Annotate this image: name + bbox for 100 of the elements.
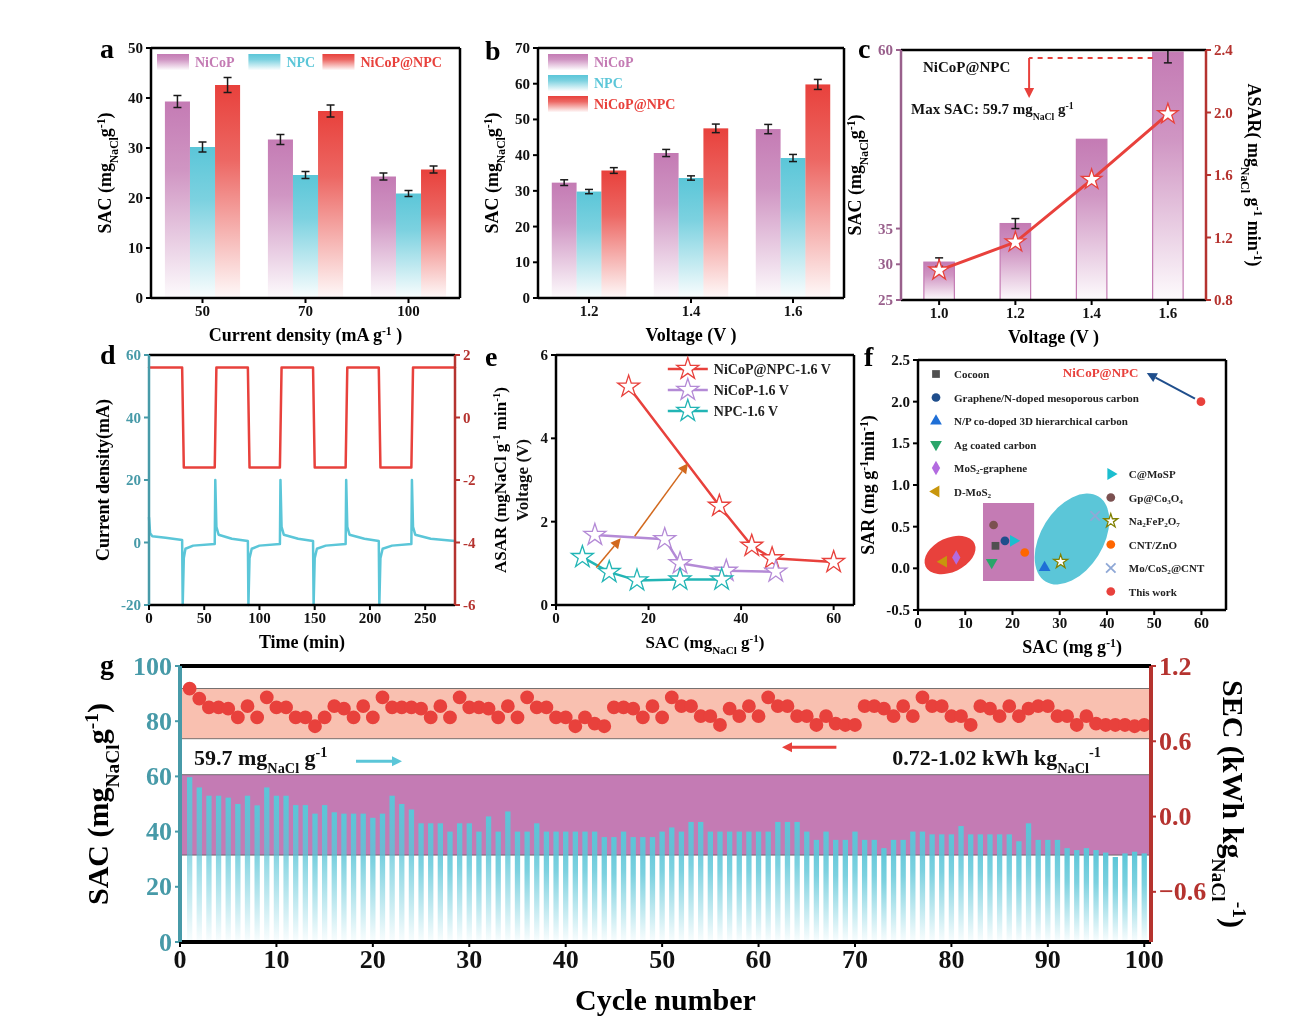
x-tick-label: 200 (358, 610, 382, 627)
bar (823, 831, 829, 942)
bar (466, 823, 472, 942)
point (617, 374, 641, 397)
y2-tick-label: 1.2 (1214, 229, 1233, 246)
bar (755, 831, 762, 942)
bar (890, 839, 897, 942)
y-tick-label: 0 (135, 290, 143, 306)
point (1038, 560, 1051, 571)
point (1020, 548, 1030, 557)
y-tick-label: 0 (540, 597, 548, 613)
y-tick-label: 60 (126, 347, 141, 363)
bar (264, 787, 270, 942)
bar (736, 831, 742, 942)
bar (485, 816, 492, 942)
x-tick-label: 1.2 (579, 303, 599, 320)
chart-title: e (485, 341, 498, 372)
y2-tick-label: 1.2 (1159, 651, 1192, 681)
bar (977, 834, 983, 942)
x-tick-label: 70 (298, 303, 313, 320)
point (1000, 536, 1010, 546)
point (625, 568, 649, 591)
legend-label: NPC (594, 75, 623, 91)
legend-label: NiCoP@NPC (594, 96, 676, 112)
bar (254, 805, 260, 942)
y-tick-label: 10 (515, 254, 530, 271)
x-axis-title: Current density (mA g$^{-1}$ ) (208, 324, 403, 346)
bar (649, 837, 656, 942)
bar (273, 795, 280, 942)
y-tick-label: 60 (878, 42, 893, 58)
x-axis-title: Time (min) (258, 632, 346, 653)
legend-label: Ag coated carbon (954, 438, 1037, 451)
y-tick-label: 1.5 (891, 435, 910, 452)
bar (341, 813, 347, 942)
legend-label: NiCoP (594, 54, 635, 70)
bar (910, 831, 916, 942)
y-tick-label: 60 (146, 761, 172, 791)
x-tick-label: 0 (914, 615, 922, 632)
bar (1131, 851, 1138, 942)
bar (929, 834, 935, 942)
y2-tick-label: 0 (463, 409, 471, 426)
x-tick-label: 150 (303, 610, 326, 627)
bar (186, 777, 193, 942)
bar (312, 813, 318, 942)
chart-title: a (100, 33, 114, 64)
bar (640, 837, 646, 942)
x-tick-label: 60 (745, 945, 772, 975)
legend-label: NiCoP@NPC-1.6 V (713, 361, 831, 377)
bar (653, 153, 679, 298)
bar (447, 831, 453, 942)
bar (996, 834, 1003, 942)
bar (379, 813, 386, 942)
bar (476, 831, 482, 942)
bar (1083, 848, 1090, 942)
bar (939, 834, 945, 942)
bar (1103, 852, 1109, 942)
x-tick-label: 1.4 (681, 303, 701, 320)
bar (805, 84, 831, 298)
bar (707, 831, 713, 942)
y2-tick-label: -2 (463, 472, 476, 488)
bar (780, 158, 806, 298)
x-tick-label: 50 (1146, 615, 1162, 632)
bar (630, 837, 636, 942)
x-tick-label: 1.6 (1158, 305, 1178, 322)
bar (206, 795, 212, 942)
bar (283, 795, 289, 942)
bar (1045, 839, 1051, 942)
y-tick-label: 10 (128, 240, 143, 256)
x-axis-title: SAC (mg$_{NaCl}$ g$^{-1}$) (645, 632, 765, 656)
y2-tick-label: 0.6 (1159, 726, 1192, 756)
bar (678, 178, 704, 298)
y-tick-label: 40 (128, 90, 143, 106)
y2-tick-label: 2.0 (1214, 104, 1233, 121)
x-tick-label: 30 (1052, 615, 1068, 632)
bar (164, 101, 190, 298)
x-tick-label: 0 (552, 610, 560, 627)
annotation: 59.7 mg$_{NaCl}$ g$^{-1}$ (194, 744, 328, 777)
point (570, 544, 595, 568)
annotation: NiCoP@NPC (923, 59, 1011, 75)
bar (948, 834, 955, 942)
point (707, 493, 731, 516)
bar (321, 805, 328, 942)
y2-tick-label: 2 (463, 347, 471, 363)
y-tick-label: 20 (515, 218, 530, 235)
point (822, 549, 846, 573)
bar (421, 169, 447, 298)
y-tick-label: 20 (126, 472, 141, 488)
bar (292, 175, 319, 298)
bar (293, 805, 299, 942)
x-axis-title: Cycle number (575, 983, 756, 1016)
y-tick-label: 100 (133, 651, 172, 681)
bar (611, 837, 617, 942)
y2-tick-label: −0.6 (1159, 877, 1207, 907)
y-tick-label: 4 (540, 430, 549, 447)
legend-label: D-MoS$_{2}$ (954, 485, 992, 500)
bar (784, 821, 791, 942)
x-tick-label: 10 (957, 615, 973, 632)
x-tick-label: 90 (1034, 945, 1061, 975)
y2-tick-label: 0.0 (1159, 802, 1192, 832)
legend-label: NPC (286, 54, 316, 70)
